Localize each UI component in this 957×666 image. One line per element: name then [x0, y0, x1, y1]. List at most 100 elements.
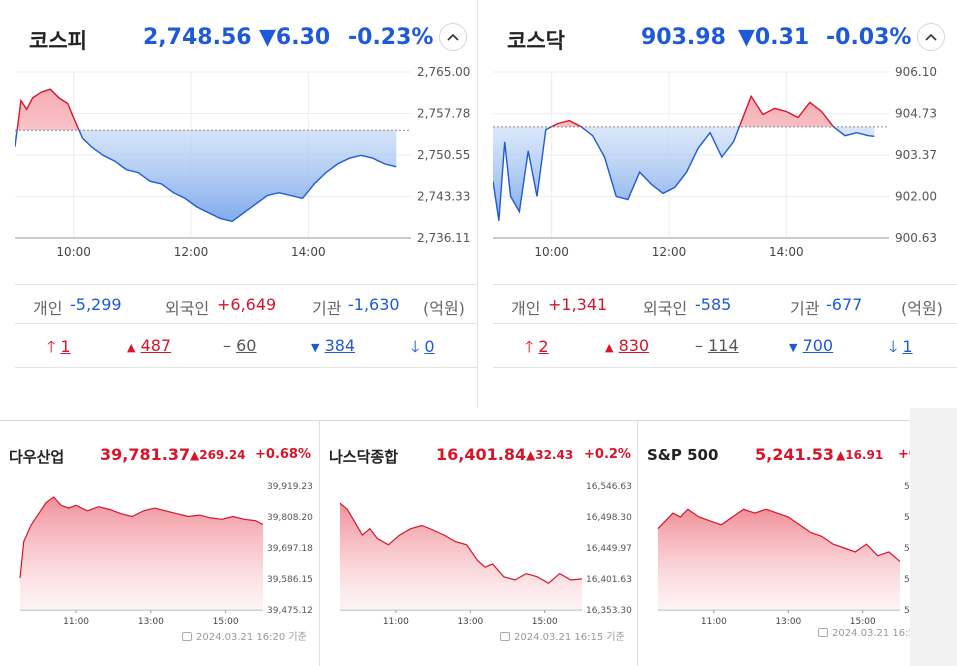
middle-gutter — [478, 0, 493, 408]
x-tick-label: 12:00 — [652, 245, 687, 259]
kosdaq-percent: -0.03% — [826, 25, 912, 50]
kospi-header: 코스피 2,748.56 ▼6.30 -0.23% — [15, 0, 477, 62]
y-tick-label: 903.37 — [895, 148, 937, 162]
series-area — [20, 497, 263, 610]
y-tick-label: 16,353.30 — [586, 606, 632, 616]
kosdaq-chart-svg: 906.10 904.73 903.37 902.00 900.63 10:00 12:00… — [493, 65, 937, 259]
investor-institution-label: 기관 — [312, 299, 342, 318]
fall-count[interactable]: ▼ 384 — [311, 336, 356, 355]
rise-count[interactable]: ▲ 487 — [127, 336, 172, 355]
kospi-change: ▼6.30 — [259, 25, 331, 50]
dow-price: 39,781.37 — [100, 445, 191, 464]
area-above-baseline — [493, 96, 875, 127]
dow-change: ▲269.24 — [190, 448, 246, 462]
sp500-chart-svg: 5 5 5 5 5 11:00 13:00 15:00 — [657, 482, 910, 624]
x-tick-label: 13:00 — [775, 617, 801, 624]
triangle-up-icon: ▲ — [127, 341, 136, 354]
kospi-name[interactable]: 코스피 — [29, 29, 87, 53]
fall-count[interactable]: ▼ 700 — [789, 336, 834, 355]
dow-chart-svg: 39,919.23 39,808.20 39,697.18 39,586.15 39,4… — [19, 482, 313, 624]
y-tick-label: 16,449.97 — [586, 544, 632, 554]
upper-limit-count[interactable]: 🡑 2 — [525, 337, 549, 356]
y-tick-label: 902.00 — [895, 189, 937, 203]
investor-foreign-label: 외국인 — [165, 299, 210, 318]
clock-icon — [500, 632, 510, 641]
sp500-panel[interactable]: S&P 500 5,241.53 ▲16.91 +0 5 5 5 5 5 11:00 13:… — [638, 420, 910, 666]
x-tick-label: 13:00 — [457, 617, 483, 624]
series-line — [657, 508, 901, 562]
lower-limit-count[interactable]: 🡓 1 — [889, 337, 913, 356]
y-tick-label: 2,750.55 — [417, 148, 470, 162]
x-tick-label: 11:00 — [701, 617, 727, 624]
rise-count[interactable]: ▲ 830 — [605, 336, 650, 355]
y-tick-label: 39,919.23 — [267, 482, 313, 492]
kosdaq-advance-decline-row: 🡑 2 ▲ 830 – 114 ▼ 700 🡓 1 — [493, 324, 957, 368]
investor-individual-label: 개인 — [33, 299, 63, 318]
investor-institution-label: 기관 — [790, 299, 820, 318]
right-edge-strip — [910, 408, 957, 666]
upper-limit-count[interactable]: 🡑 1 — [47, 337, 71, 356]
clock-icon — [182, 632, 192, 641]
arrow-up-bold-icon: 🡑 — [47, 337, 56, 356]
x-tick-label: 11:00 — [383, 617, 409, 624]
x-tick-label: 10:00 — [56, 245, 91, 259]
y-tick-label: 16,546.63 — [586, 482, 632, 492]
dash-icon: – — [695, 336, 703, 355]
y-tick-label: 5 — [904, 575, 910, 585]
series-line-down — [493, 126, 875, 221]
nasdaq-panel[interactable]: 나스닥종합 16,401.84 ▲32.43 +0.2% 16,546.63 16… — [320, 420, 638, 666]
lower-limit-count[interactable]: 🡓 0 — [411, 337, 435, 356]
dash-icon: – — [223, 336, 231, 355]
y-tick-label: 39,475.12 — [267, 606, 313, 616]
y-tick-label: 39,697.18 — [267, 544, 313, 554]
kosdaq-panel: 코스닥 903.98 ▼0.31 -0.03% 906.10 904.73 903.… — [493, 0, 957, 408]
investor-individual-value: +1,341 — [548, 295, 608, 314]
nasdaq-name[interactable]: 나스닥종합 — [329, 448, 399, 466]
arrow-down-bold-icon: 🡓 — [889, 337, 898, 356]
dow-name[interactable]: 다우산업 — [9, 448, 65, 466]
y-tick-label: 39,586.15 — [267, 575, 313, 585]
series-line-up — [16, 88, 80, 131]
sp500-price: 5,241.53 — [755, 445, 834, 464]
chevron-up-icon — [925, 33, 937, 41]
investor-individual-value: -5,299 — [70, 295, 122, 314]
x-tick-label: 15:00 — [850, 617, 876, 624]
area-below-baseline — [493, 126, 875, 221]
collapse-toggle-button[interactable] — [439, 23, 467, 51]
investor-foreign-value: -585 — [695, 295, 732, 314]
y-tick-label: 904.73 — [895, 107, 937, 121]
y-tick-label: 2,765.00 — [417, 65, 470, 79]
dow-panel[interactable]: 다우산업 39,781.37 ▲269.24 +0.68% 39,919.23 3… — [0, 420, 320, 666]
kosdaq-change: ▼0.31 — [738, 25, 810, 50]
investor-institution-value: -1,630 — [348, 295, 400, 314]
unchanged-count[interactable]: – 114 — [695, 336, 739, 355]
nasdaq-percent: +0.2% — [584, 447, 631, 462]
y-tick-label: 2,736.11 — [417, 231, 470, 245]
y-tick-label: 16,498.30 — [586, 513, 632, 523]
y-tick-label: 5 — [904, 513, 910, 523]
series-area — [658, 509, 900, 610]
kosdaq-name[interactable]: 코스닥 — [507, 29, 565, 53]
kosdaq-chart: 906.10 904.73 903.37 902.00 900.63 10:00 12:00… — [493, 62, 957, 272]
chevron-up-icon — [447, 33, 459, 41]
sp500-name[interactable]: S&P 500 — [647, 446, 719, 464]
collapse-toggle-button[interactable] — [917, 23, 945, 51]
x-tick-label: 15:00 — [213, 617, 239, 624]
triangle-down-icon: ▼ — [789, 341, 798, 354]
sp500-percent: +0 — [898, 447, 910, 462]
dow-timestamp: 2024.03.21 16:20 기준 — [182, 628, 307, 643]
kospi-chart-svg: 2,765.00 2,757.78 2,750.55 2,743.33 2,736.11… — [15, 65, 470, 259]
nasdaq-price: 16,401.84 — [436, 445, 527, 464]
kospi-percent: -0.23% — [348, 25, 434, 50]
unchanged-count[interactable]: – 60 — [223, 336, 257, 355]
x-tick-label: 13:00 — [138, 617, 164, 624]
y-tick-label: 16,401.63 — [586, 575, 632, 585]
kospi-advance-decline-row: 🡑 1 ▲ 487 – 60 ▼ 384 🡓 0 — [15, 324, 477, 368]
investor-individual-label: 개인 — [511, 299, 541, 318]
sp500-timestamp: 2024.03.21 16:5 — [818, 628, 910, 639]
kospi-panel: 코스피 2,748.56 ▼6.30 -0.23% 2,765.00 2,757.… — [15, 0, 478, 408]
sp500-change: ▲16.91 — [836, 448, 884, 462]
triangle-down-icon: ▼ — [311, 341, 320, 354]
nasdaq-change: ▲32.43 — [526, 448, 574, 462]
y-tick-label: 906.10 — [895, 65, 937, 79]
